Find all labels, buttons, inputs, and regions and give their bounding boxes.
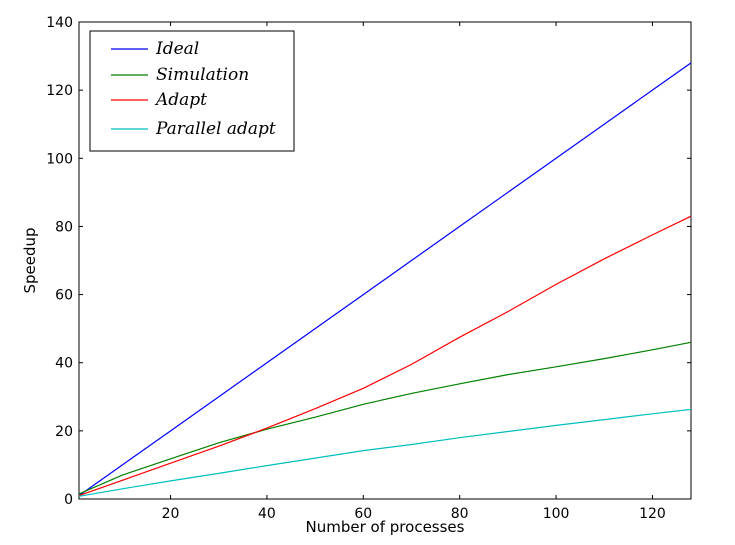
y-tick-label: 0 [64,492,73,508]
y-tick-label: 120 [46,83,73,99]
legend-label-parallel-adapt: Parallel adapt [155,119,276,139]
series-line-simulation [78,341,692,495]
legend-label-adapt: Adapt [154,90,207,110]
x-tick-label: 100 [543,506,570,522]
legend: Ideal Simulation Adapt Parallel adapt [89,30,295,152]
legend-box [89,30,295,152]
y-tick-label: 20 [55,424,73,440]
x-tick-label: 60 [354,506,372,522]
y-tick-label: 60 [55,288,73,304]
y-tick-label: 140 [46,15,73,31]
series-line-ideal [78,62,692,497]
series-lines [78,62,692,497]
x-tick-label: 40 [258,506,276,522]
y-axis-label: Speedup [21,227,39,293]
x-tick-label: 20 [162,506,180,522]
y-tick-label: 80 [55,219,73,235]
x-tick-label: 120 [639,506,666,522]
legend-label-simulation: Simulation [156,65,249,85]
y-tick-label: 40 [55,356,73,372]
x-tick-label: 80 [451,506,469,522]
series-line-parallel-adapt [78,408,692,497]
legend-label-ideal: Ideal [155,39,199,59]
x-axis-label: Number of processes [306,518,465,536]
series-line-adapt [78,215,692,497]
y-tick-label: 100 [46,151,73,167]
axis-ticks: 20 40 60 80 100 120 0 20 40 60 80 100 120 140 [46,15,691,522]
